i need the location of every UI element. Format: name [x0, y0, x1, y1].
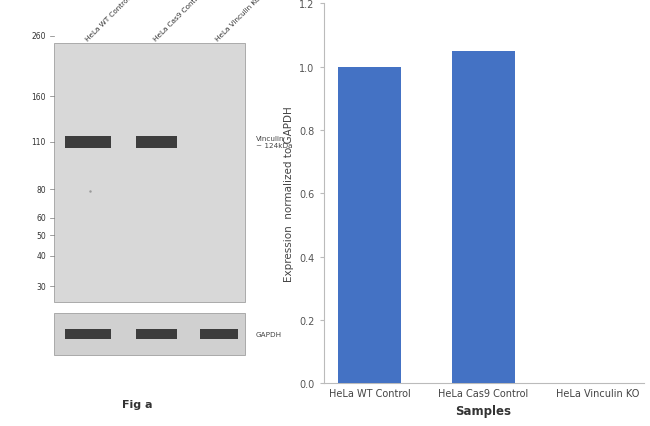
Text: HeLa Cas9 Control: HeLa Cas9 Control [152, 0, 203, 42]
Bar [136, 329, 177, 340]
Text: 80: 80 [36, 186, 46, 195]
Text: 30: 30 [36, 282, 46, 291]
Bar [65, 329, 111, 340]
Bar [65, 137, 111, 149]
Text: HeLa WT Control: HeLa WT Control [84, 0, 131, 42]
Text: 160: 160 [31, 93, 46, 102]
Text: GAPDH: GAPDH [256, 331, 282, 337]
Bar [136, 137, 177, 149]
Text: 260: 260 [31, 32, 46, 41]
Text: Vinculin
~ 124kDa: Vinculin ~ 124kDa [256, 136, 292, 149]
X-axis label: Samples: Samples [456, 404, 512, 417]
Text: 110: 110 [32, 138, 46, 147]
Bar [54, 44, 245, 302]
Bar [452, 52, 515, 383]
Text: Fig a: Fig a [122, 399, 153, 409]
Y-axis label: Expression  normalized to GAPDH: Expression normalized to GAPDH [283, 106, 294, 282]
Bar [338, 67, 401, 383]
Bar [54, 313, 245, 355]
Text: 50: 50 [36, 231, 46, 240]
Text: HeLa Vinculin KO: HeLa Vinculin KO [215, 0, 263, 42]
Text: 40: 40 [36, 252, 46, 261]
Text: 60: 60 [36, 214, 46, 223]
Bar [200, 329, 238, 340]
